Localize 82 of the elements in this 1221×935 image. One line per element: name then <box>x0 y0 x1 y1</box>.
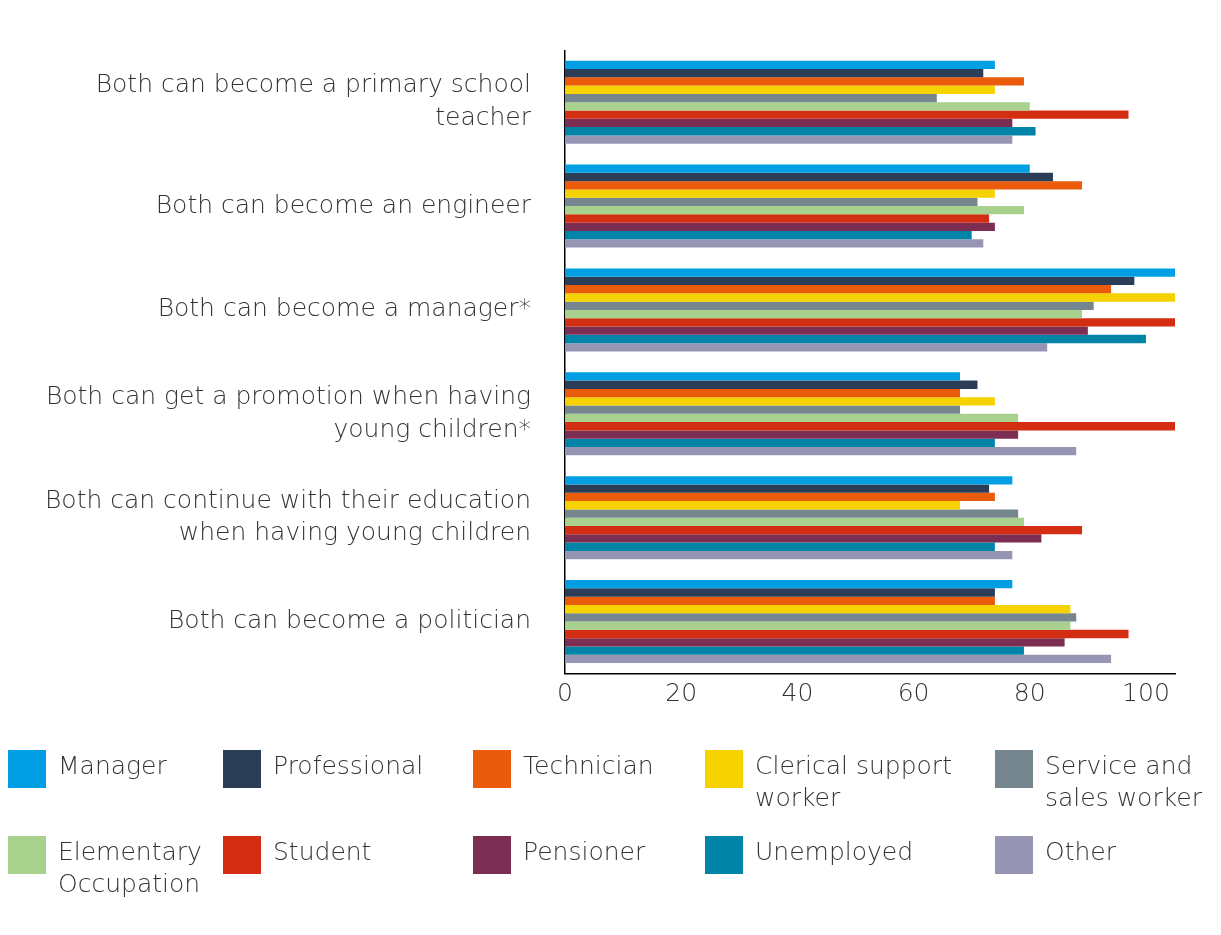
bar <box>565 181 1083 190</box>
bar <box>565 596 995 605</box>
bar <box>565 326 1088 335</box>
bar <box>565 268 1175 277</box>
bar <box>565 534 1042 543</box>
bar <box>565 438 995 448</box>
x-tick-label: 0 <box>557 678 573 707</box>
bar <box>565 621 1071 630</box>
x-tick-label: 40 <box>781 678 814 707</box>
legend-label: Elementary Occupation <box>58 836 203 900</box>
y-tick-label: Both can become a primary school teacher <box>95 69 532 131</box>
bar <box>565 189 995 198</box>
bar <box>565 102 1030 111</box>
bar <box>565 301 1094 310</box>
bar <box>565 318 1175 327</box>
x-tick-label: 100 <box>1122 678 1170 707</box>
bar <box>565 127 1036 136</box>
legend-label: Technician <box>523 750 654 782</box>
bar <box>565 334 1146 344</box>
bar <box>565 285 1112 294</box>
bar <box>565 380 978 389</box>
legend-label: Pensioner <box>523 836 646 868</box>
legend-label: Unemployed <box>755 836 914 868</box>
bar <box>565 93 937 103</box>
bar <box>565 526 1083 535</box>
bar <box>565 343 1048 352</box>
bar <box>565 588 995 597</box>
bar <box>565 542 995 551</box>
legend-label: Service and sales worker <box>1045 750 1203 814</box>
bar <box>565 85 995 94</box>
x-tick-label: 20 <box>665 678 698 707</box>
legend-label: Clerical support worker <box>755 750 953 814</box>
bar <box>565 276 1135 286</box>
bar <box>565 388 961 398</box>
x-tick-label: 80 <box>1013 678 1046 707</box>
bar <box>565 422 1175 431</box>
bar <box>565 164 1030 173</box>
bar <box>565 309 1083 319</box>
legend-label: Manager <box>58 750 167 782</box>
bar <box>565 613 1077 622</box>
bar <box>565 230 972 240</box>
bar <box>565 646 1024 655</box>
bar <box>565 135 1013 144</box>
bar <box>565 638 1065 647</box>
y-tick-label: Both can become an engineer <box>155 189 532 219</box>
bar <box>565 517 1024 526</box>
legend-label: Other <box>1045 836 1116 868</box>
y-tick-label: Both can become a politician <box>167 605 531 635</box>
bar <box>565 413 1019 423</box>
bar <box>565 293 1175 302</box>
bar <box>565 501 961 510</box>
bar <box>565 110 1129 119</box>
bar <box>565 654 1112 664</box>
bar <box>565 68 984 78</box>
bar <box>565 214 990 223</box>
bar <box>565 580 1013 589</box>
bar <box>565 118 1013 128</box>
bar <box>565 550 1013 560</box>
bar <box>565 372 961 381</box>
bar <box>565 447 1077 456</box>
bar <box>565 60 995 69</box>
legend-label: Student <box>273 836 372 868</box>
y-tick-label: Both can get a promotion when having young children* <box>45 381 531 443</box>
bar <box>565 509 1019 518</box>
bar <box>565 172 1053 182</box>
bar <box>565 222 995 231</box>
bar <box>565 604 1071 614</box>
bar <box>565 197 978 207</box>
bar <box>565 405 961 414</box>
bar <box>565 484 990 493</box>
legend-label: Professional <box>273 750 424 782</box>
bar <box>565 629 1129 639</box>
bar <box>565 476 1013 485</box>
y-tick-label: Both can become a manager* <box>157 293 531 323</box>
bar <box>565 397 995 406</box>
x-tick-label: 60 <box>897 678 930 707</box>
bar <box>565 430 1019 439</box>
y-tick-label: Both can continue with their education when having young children <box>45 484 531 547</box>
bar <box>565 239 984 248</box>
bar <box>565 492 995 502</box>
bar <box>565 77 1024 86</box>
bar <box>565 206 1024 215</box>
